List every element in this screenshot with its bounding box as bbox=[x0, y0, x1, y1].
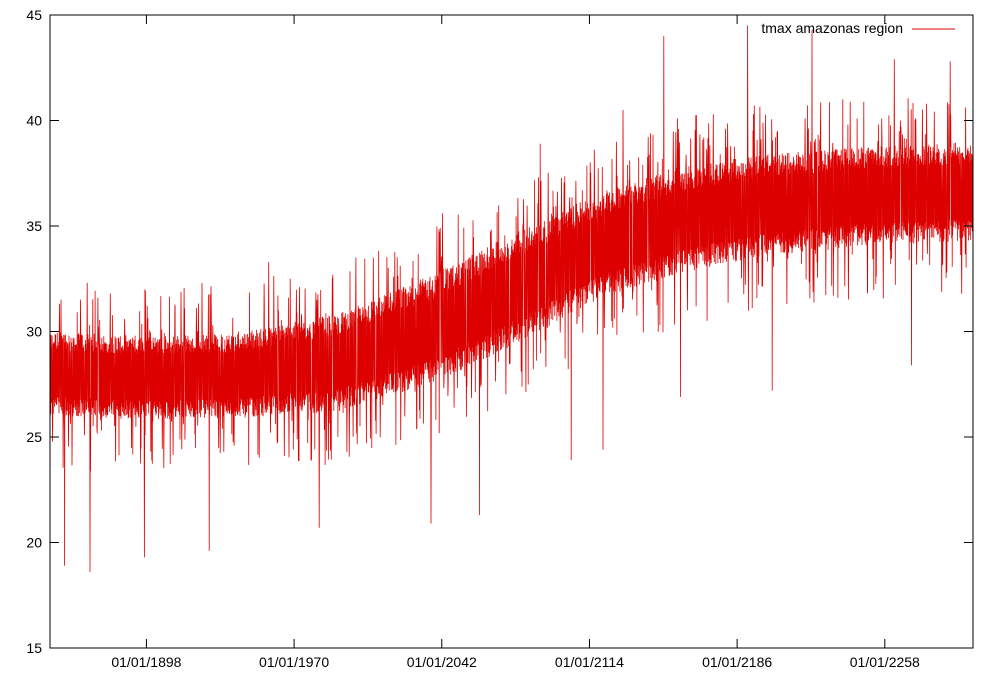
y-tick-label: 25 bbox=[26, 429, 42, 445]
series-line bbox=[49, 25, 974, 573]
y-tick-label: 35 bbox=[26, 218, 42, 234]
x-axis: 01/01/1898 01/01/1970 01/01/2042 01/01/2114… bbox=[111, 15, 920, 670]
y-tick-label: 20 bbox=[26, 535, 42, 551]
series-tmax-amazonas-region bbox=[49, 25, 974, 573]
y-axis: 15 20 25 30 35 40 45 bbox=[26, 7, 973, 656]
x-tick-label: 01/01/2186 bbox=[702, 654, 772, 670]
x-tick-label: 01/01/1898 bbox=[111, 654, 181, 670]
x-tick-label: 01/01/2114 bbox=[555, 654, 624, 670]
x-tick-label: 01/01/2258 bbox=[850, 654, 920, 670]
x-tick-label: 01/01/2042 bbox=[407, 654, 477, 670]
legend: tmax amazonas region bbox=[761, 20, 955, 36]
y-tick-label: 45 bbox=[26, 7, 42, 23]
y-tick-label: 30 bbox=[26, 324, 42, 340]
y-tick-label: 40 bbox=[26, 113, 42, 129]
y-tick-label: 15 bbox=[26, 640, 42, 656]
x-tick-label: 01/01/1970 bbox=[259, 654, 329, 670]
legend-label: tmax amazonas region bbox=[761, 20, 903, 36]
